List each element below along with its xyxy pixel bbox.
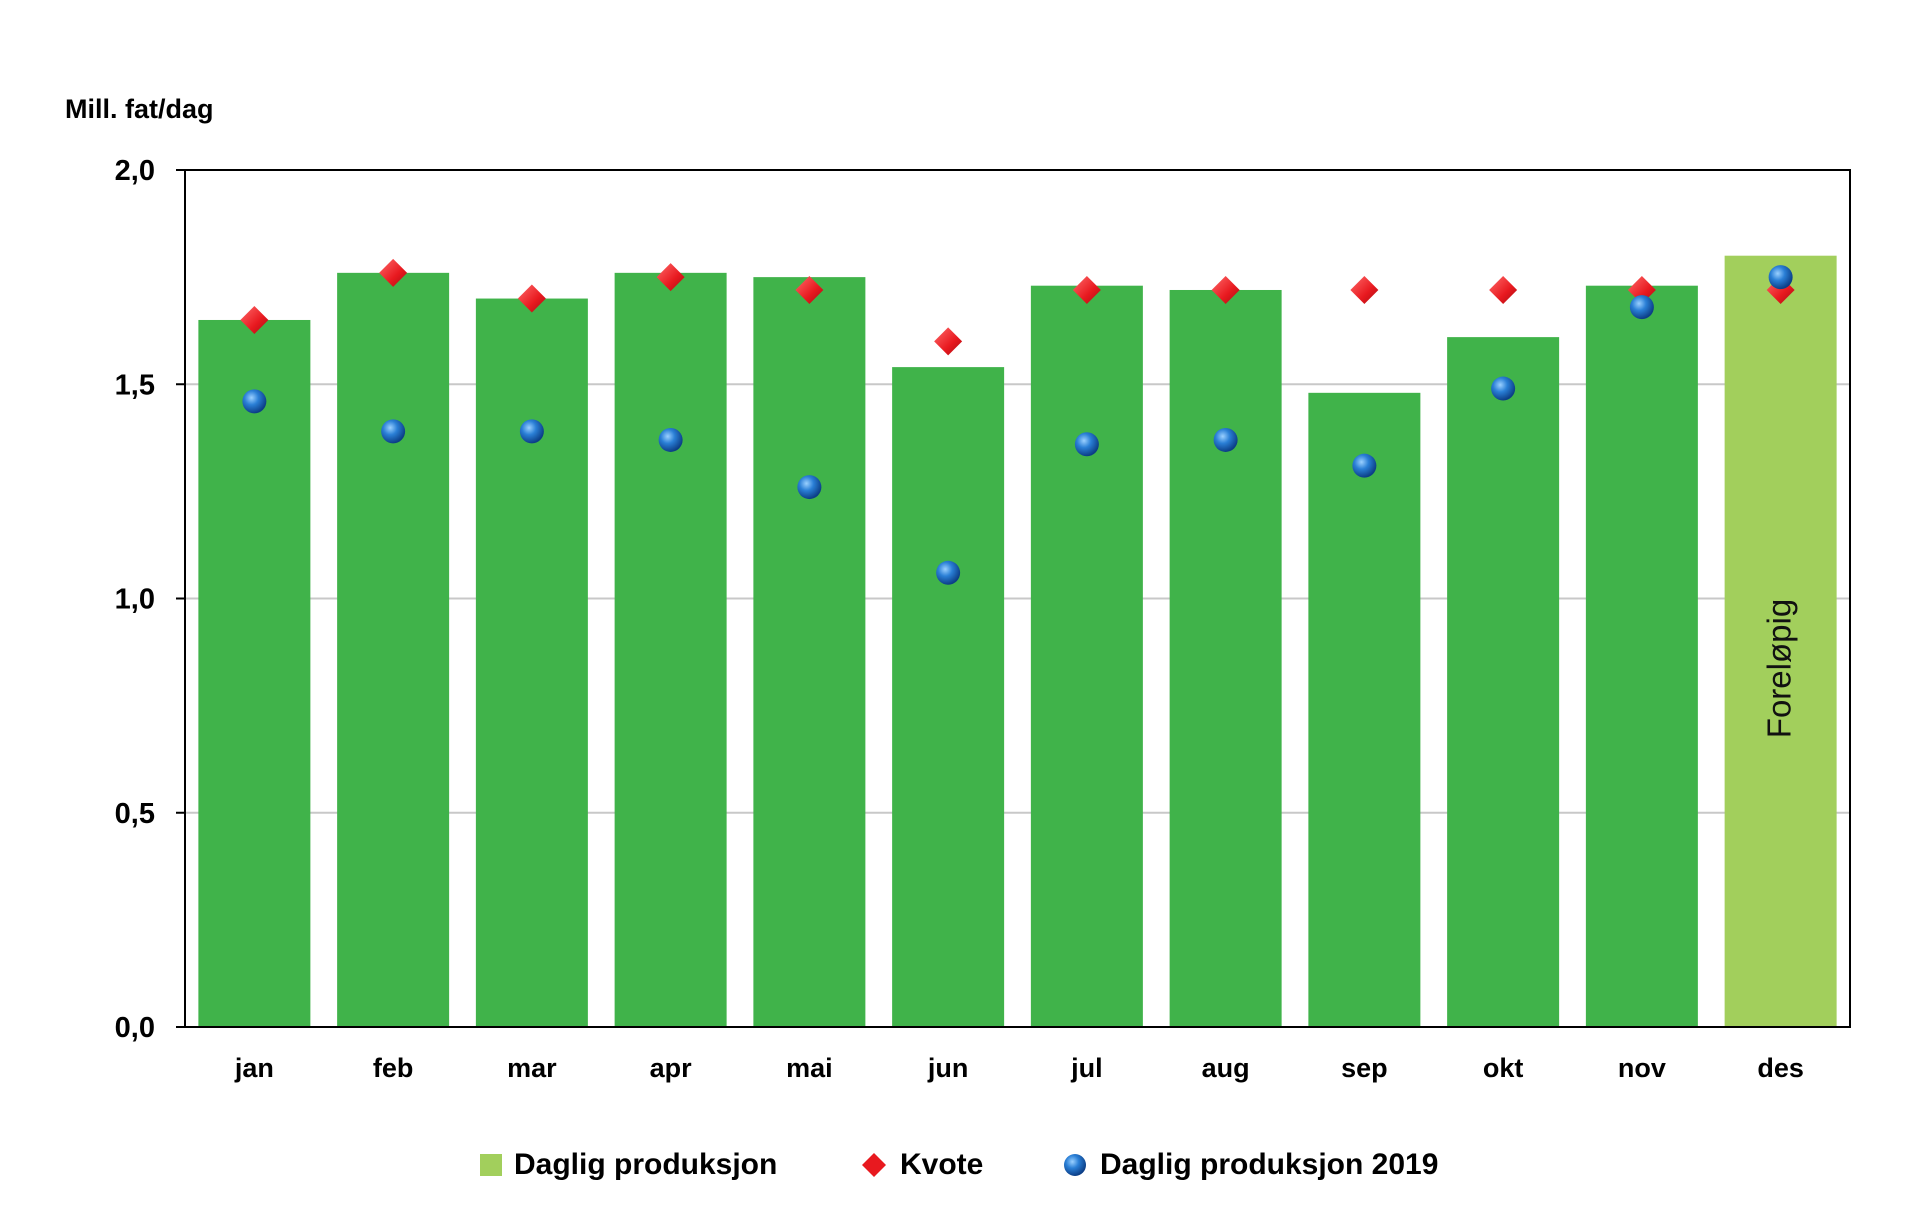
- production-2019-marker-jul: [1074, 432, 1099, 457]
- bars: [198, 255, 1837, 1028]
- x-tick-label-jun: jun: [927, 1053, 969, 1083]
- quota-marker-jun: [934, 327, 963, 356]
- legend-circle-icon: [1064, 1154, 1086, 1176]
- x-tick-label-des: des: [1757, 1053, 1804, 1083]
- bar-mar: [475, 298, 588, 1027]
- production-2019-marker-okt: [1491, 376, 1516, 401]
- production-2019-marker-mar: [519, 419, 544, 444]
- production-2019-marker-nov: [1629, 295, 1654, 320]
- y-tick-label: 1,5: [115, 369, 155, 401]
- bar-aug: [1169, 289, 1282, 1028]
- bar-feb: [337, 272, 450, 1028]
- gridlines: [176, 169, 1850, 1028]
- legend-label-production-2019: Daglig produksjon 2019: [1100, 1148, 1439, 1181]
- x-tick-label-jul: jul: [1070, 1053, 1103, 1083]
- bar-okt: [1447, 337, 1560, 1027]
- y-tick-label: 2,0: [115, 155, 155, 187]
- quota-marker-apr: [656, 263, 685, 292]
- production-2019-marker-feb: [381, 419, 406, 444]
- x-tick-label-jan: jan: [234, 1053, 274, 1083]
- production-2019-marker-sep: [1352, 453, 1377, 478]
- production-2019-marker-mai: [797, 475, 822, 500]
- x-tick-label-sep: sep: [1341, 1053, 1388, 1083]
- y-axis-unit-label: Mill. fat/dag: [65, 94, 214, 124]
- plot-frame: [184, 169, 1851, 1028]
- quota-marker-jan: [240, 305, 269, 334]
- annotations: Foreløpig: [1761, 599, 1798, 738]
- bar-apr: [614, 272, 727, 1028]
- quota-marker-aug: [1211, 275, 1240, 304]
- bar-mai: [753, 277, 866, 1027]
- x-tick-label-nov: nov: [1618, 1053, 1666, 1083]
- legend-item-production-2019: Daglig produksjon 2019: [1062, 1140, 1438, 1190]
- production-2019-marker-apr: [658, 427, 683, 452]
- production-2019-marker-jun: [936, 560, 961, 585]
- bar-jun: [892, 367, 1005, 1027]
- quota-marker-nov: [1627, 275, 1656, 304]
- legend-label-production: Daglig produksjon: [514, 1148, 778, 1181]
- y-tick-label: 0,0: [115, 1012, 155, 1044]
- x-tick-label-mai: mai: [786, 1053, 833, 1083]
- quota-marker-mar: [517, 284, 546, 313]
- quota-marker-feb: [379, 258, 408, 287]
- annotation-preliminary: Foreløpig: [1761, 599, 1798, 738]
- markers: [240, 258, 1795, 585]
- bar-jan: [198, 319, 311, 1028]
- quota-marker-okt: [1489, 275, 1518, 304]
- y-tick-label: 1,0: [115, 584, 155, 616]
- y-tick-labels: 0,0 0,5 1,0 1,5 2,0: [115, 155, 155, 1044]
- x-tick-label-okt: okt: [1483, 1053, 1524, 1083]
- x-tick-label-apr: apr: [650, 1053, 693, 1083]
- legend: Daglig produksjon Kvote Daglig produksjo…: [0, 1140, 1920, 1190]
- production-2019-marker-des: [1768, 265, 1793, 290]
- legend-item-quota: Kvote: [860, 1140, 983, 1190]
- legend-diamond-icon: [862, 1153, 886, 1177]
- quota-marker-jul: [1072, 275, 1101, 304]
- y-tick-label: 0,5: [115, 798, 155, 830]
- x-tick-labels: jan feb mar apr mai jun jul aug sep okt nov des: [234, 1053, 1804, 1083]
- bar-jul: [1030, 285, 1143, 1027]
- production-2019-marker-jan: [242, 389, 267, 414]
- bar-sep: [1308, 392, 1421, 1027]
- plot-border: [184, 169, 1851, 1028]
- legend-square-icon: [480, 1154, 502, 1176]
- quota-marker-sep: [1350, 275, 1379, 304]
- legend-item-production: Daglig produksjon: [480, 1140, 777, 1190]
- x-tick-label-mar: mar: [507, 1053, 557, 1083]
- x-tick-label-feb: feb: [373, 1053, 414, 1083]
- production-2019-marker-aug: [1213, 427, 1238, 452]
- bar-nov: [1585, 285, 1698, 1027]
- bar-des: [1724, 255, 1837, 1027]
- legend-label-quota: Kvote: [900, 1148, 984, 1181]
- x-tick-label-aug: aug: [1202, 1053, 1250, 1083]
- quota-marker-mai: [795, 275, 824, 304]
